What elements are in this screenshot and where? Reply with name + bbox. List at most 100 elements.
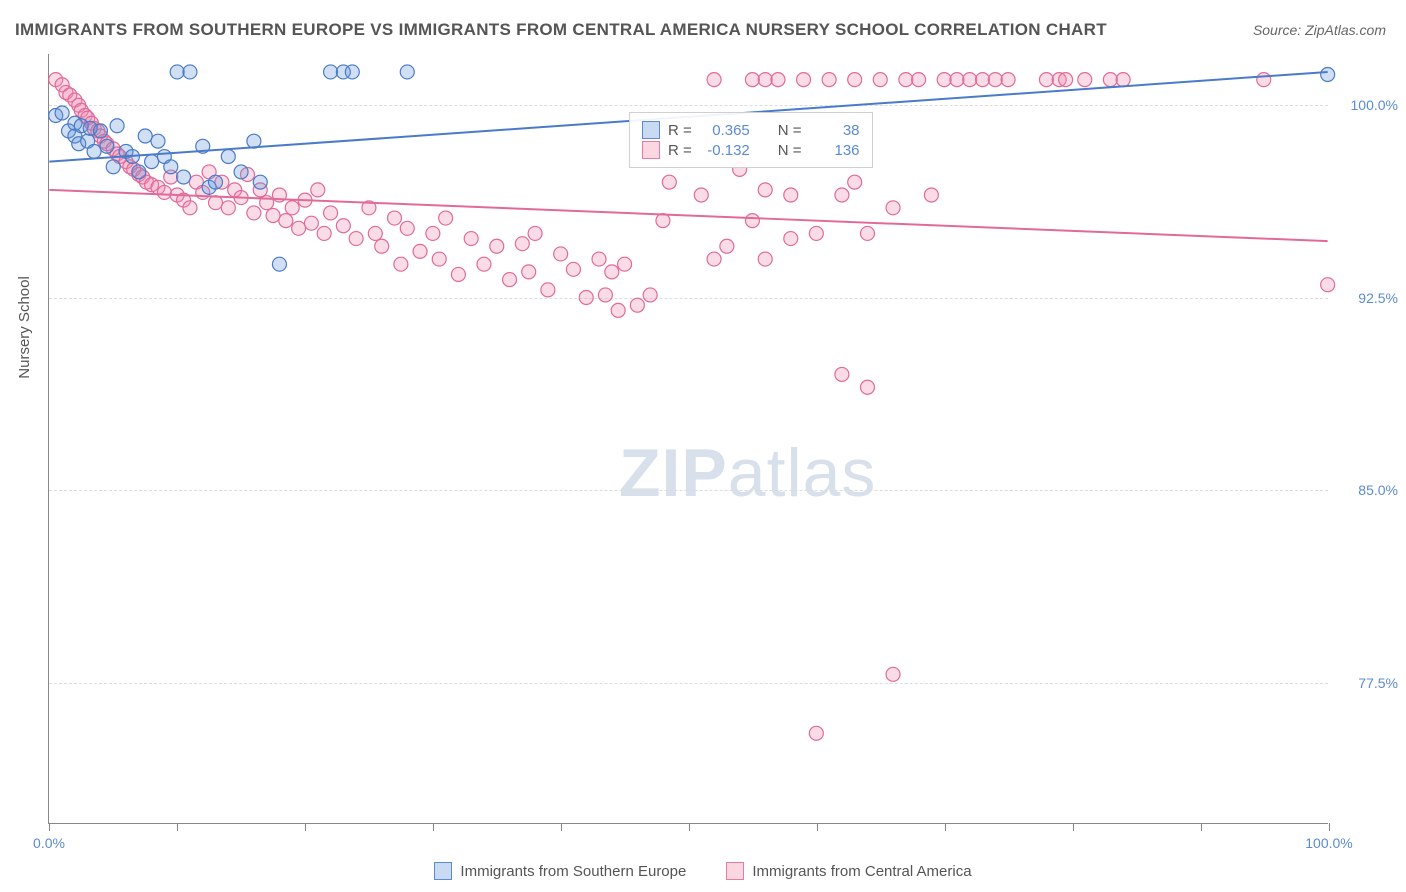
stats-legend: R = 0.365 N = 38 R = -0.132 N = 136 [629, 112, 873, 168]
blue-point [110, 119, 124, 133]
pink-point [413, 244, 427, 258]
blue-point [221, 150, 235, 164]
legend-row-blue: R = 0.365 N = 38 [642, 121, 860, 139]
footer-item-blue: Immigrants from Southern Europe [434, 862, 686, 880]
y-tick-label: 100.0% [1351, 97, 1398, 113]
pink-point [451, 267, 465, 281]
footer-item-pink: Immigrants from Central America [726, 862, 971, 880]
y-tick-label: 77.5% [1358, 675, 1398, 691]
x-tick [561, 823, 562, 831]
pink-point [266, 208, 280, 222]
source-label: Source: ZipAtlas.com [1253, 22, 1386, 38]
pink-point [598, 288, 612, 302]
blue-point [55, 106, 69, 120]
x-tick [177, 823, 178, 831]
blue-point [345, 65, 359, 79]
pink-point [707, 252, 721, 266]
pink-point [183, 201, 197, 215]
pink-point [247, 206, 261, 220]
footer-legend: Immigrants from Southern Europe Immigran… [0, 862, 1406, 880]
blue-point [209, 175, 223, 189]
pink-point [758, 252, 772, 266]
pink-point [886, 201, 900, 215]
pink-point [515, 237, 529, 251]
pink-point [221, 201, 235, 215]
pink-point [566, 262, 580, 276]
y-tick-label: 85.0% [1358, 482, 1398, 498]
legend-r-label-1: R = [668, 122, 692, 139]
x-tick-label: 0.0% [33, 835, 65, 851]
pink-point [771, 73, 785, 87]
pink-point [317, 226, 331, 240]
legend-n-label-1: N = [778, 122, 802, 139]
x-tick [817, 823, 818, 831]
pink-point [292, 221, 306, 235]
pink-point [784, 188, 798, 202]
pink-point [611, 303, 625, 317]
pink-point [1059, 73, 1073, 87]
pink-point [579, 291, 593, 305]
blue-point [100, 139, 114, 153]
pink-point [912, 73, 926, 87]
legend-n-label-2: N = [778, 142, 802, 159]
legend-n-value-2: 136 [810, 142, 860, 159]
pink-point [324, 206, 338, 220]
footer-label-blue: Immigrants from Southern Europe [460, 863, 686, 880]
pink-point [745, 214, 759, 228]
pink-point [860, 380, 874, 394]
pink-point [988, 73, 1002, 87]
pink-point [835, 188, 849, 202]
legend-r-label-2: R = [668, 142, 692, 159]
pink-point [848, 73, 862, 87]
blue-point [87, 144, 101, 158]
pink-point [784, 232, 798, 246]
pink-point [157, 185, 171, 199]
pink-point [694, 188, 708, 202]
x-tick [1073, 823, 1074, 831]
pink-point [554, 247, 568, 261]
pink-point [522, 265, 536, 279]
pink-point [848, 175, 862, 189]
legend-row-pink: R = -0.132 N = 136 [642, 141, 860, 159]
blue-point [253, 175, 267, 189]
pink-point [285, 201, 299, 215]
x-tick [305, 823, 306, 831]
pink-point [976, 73, 990, 87]
pink-point [618, 257, 632, 271]
pink-point [592, 252, 606, 266]
pink-point [937, 73, 951, 87]
blue-point [151, 134, 165, 148]
pink-trendline [49, 190, 1327, 241]
pink-point [503, 273, 517, 287]
y-axis-label: Nursery School [16, 276, 33, 379]
x-tick [1329, 823, 1330, 831]
pink-point [394, 257, 408, 271]
y-tick-label: 92.5% [1358, 290, 1398, 306]
pink-point [400, 221, 414, 235]
pink-point [1321, 278, 1335, 292]
blue-point [177, 170, 191, 184]
blue-point [132, 165, 146, 179]
pink-point [809, 226, 823, 240]
pink-point [349, 232, 363, 246]
pink-point [899, 73, 913, 87]
pink-point [375, 239, 389, 253]
pink-point [707, 73, 721, 87]
pink-point [745, 73, 759, 87]
pink-point [758, 73, 772, 87]
x-tick [689, 823, 690, 831]
x-tick [49, 823, 50, 831]
pink-point [541, 283, 555, 297]
pink-point [963, 73, 977, 87]
pink-point [1116, 73, 1130, 87]
x-tick [945, 823, 946, 831]
pink-point [209, 196, 223, 210]
legend-r-value-2: -0.132 [700, 142, 750, 159]
blue-point [183, 65, 197, 79]
pink-point [605, 265, 619, 279]
pink-point [336, 219, 350, 233]
pink-point [387, 211, 401, 225]
pink-point [809, 726, 823, 740]
chart-title: IMMIGRANTS FROM SOUTHERN EUROPE VS IMMIG… [15, 20, 1107, 40]
pink-point [279, 214, 293, 228]
